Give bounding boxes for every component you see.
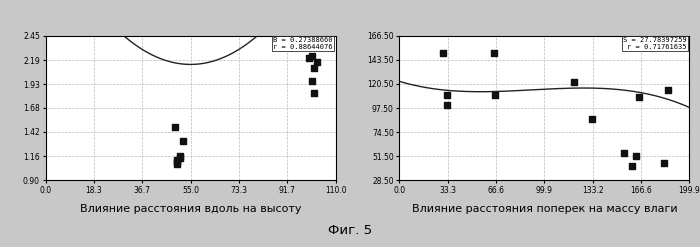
Text: Влияние расстояния вдоль на высоту: Влияние расстояния вдоль на высоту (80, 204, 301, 214)
Point (489, 93, 500, 97)
Point (442, 93, 453, 97)
Point (438, 51, 449, 55)
Point (442, 103, 453, 107)
Point (312, 60, 323, 64)
Point (172, 162, 183, 165)
Text: Влияние расстояния поперек на массу влаги: Влияние расстояния поперек на массу влаг… (412, 204, 678, 214)
Point (658, 161, 669, 165)
Point (307, 79, 318, 82)
Point (309, 91, 320, 95)
Point (631, 154, 642, 158)
Point (172, 160, 183, 164)
Point (587, 117, 598, 121)
Point (307, 54, 318, 58)
Point (177, 139, 188, 143)
Point (619, 151, 630, 155)
Point (174, 154, 186, 158)
Point (488, 51, 499, 55)
Point (662, 88, 673, 92)
Point (568, 81, 579, 84)
Point (626, 164, 637, 168)
Point (174, 156, 186, 160)
Text: S = 27.78397259
r = 0.71761635: S = 27.78397259 r = 0.71761635 (623, 37, 687, 50)
Text: Фиг. 5: Фиг. 5 (328, 224, 372, 237)
Point (634, 95, 645, 99)
Point (309, 66, 320, 70)
Point (169, 125, 181, 129)
Point (304, 56, 315, 60)
Point (172, 158, 183, 162)
Text: B = 0.27388660
r = 0.88644076: B = 0.27388660 r = 0.88644076 (273, 37, 332, 50)
